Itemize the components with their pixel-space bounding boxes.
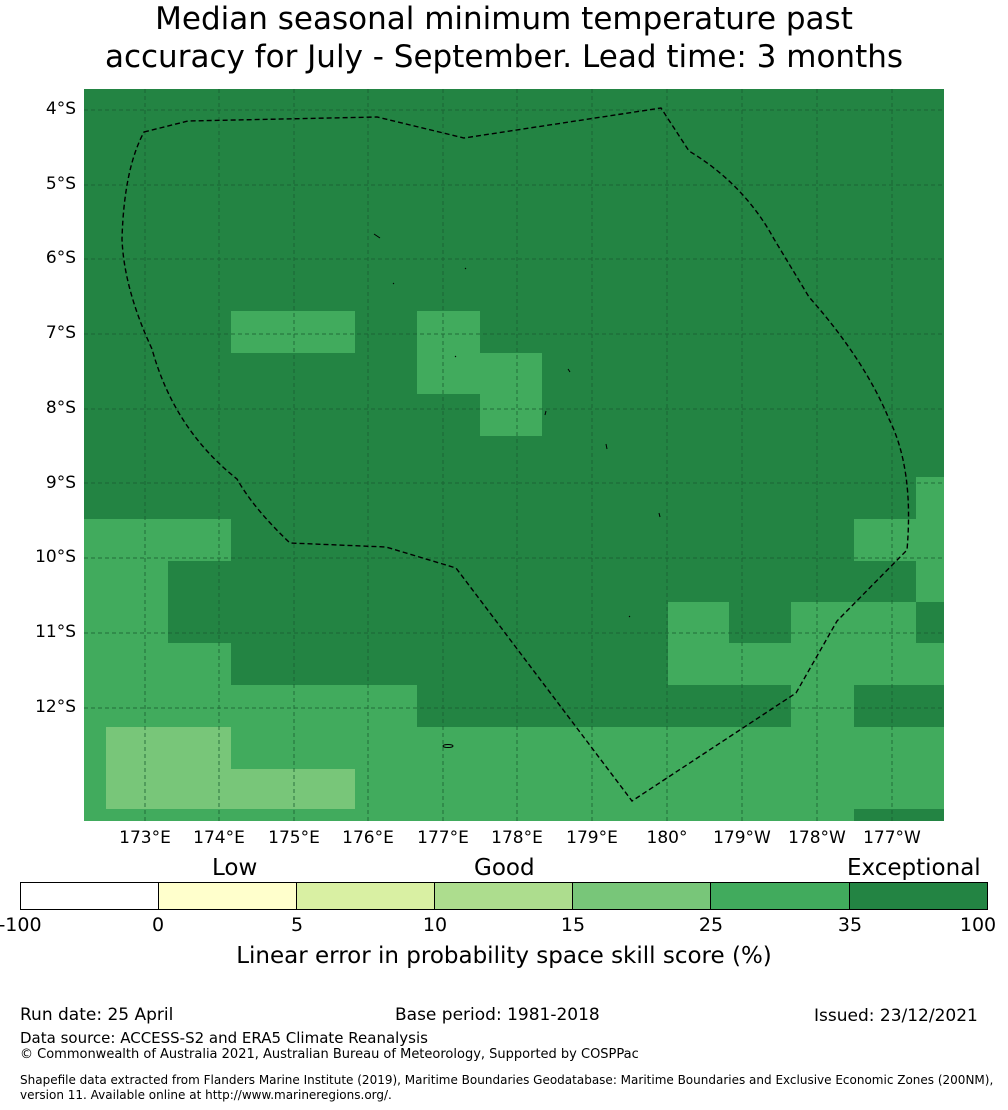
colorbar-seg-6 [850, 883, 987, 909]
data-source: Data source: ACCESS-S2 and ERA5 Climate … [20, 1029, 428, 1047]
colorbar-seg-5 [711, 883, 850, 909]
title-line-1: Median seasonal minimum temperature past [155, 1, 853, 37]
colorbar-tick-25: 25 [698, 914, 724, 936]
map-title: Median seasonal minimum temperature past… [0, 0, 1008, 76]
colorbar-seg-3 [435, 883, 573, 909]
lat-label-8s: 8°S [45, 398, 76, 418]
issued-date: Issued: 23/12/2021 [814, 1006, 978, 1026]
run-date: Run date: 25 April [20, 1005, 174, 1025]
colorbar-seg-1 [159, 883, 297, 909]
lon-label-176e: 176°E [342, 828, 394, 848]
lat-label-9s: 9°S [45, 473, 76, 493]
lon-label-178w: 178°W [788, 828, 846, 848]
lon-label-178e: 178°E [491, 828, 543, 848]
lon-label-174e: 174°E [193, 828, 245, 848]
skill-map-svg [84, 89, 944, 821]
moderate-skill-patches [106, 727, 355, 809]
graticule [84, 89, 944, 821]
islands [373, 233, 661, 748]
lon-label-177e: 177°E [417, 828, 469, 848]
copyright: © Commonwealth of Australia 2021, Austra… [20, 1047, 639, 1062]
colorbar-label: Linear error in probability space skill … [236, 943, 772, 969]
lat-label-7s: 7°S [45, 323, 76, 343]
lat-label-12s: 12°S [35, 697, 76, 717]
eez-boundary [121, 107, 910, 802]
colorbar-tick-35: 35 [837, 914, 863, 936]
shapefile-credit-line-2: version 11. Available online at http://w… [20, 1088, 392, 1102]
lon-label-179e: 179°E [566, 828, 618, 848]
lat-label-10s: 10°S [35, 547, 76, 567]
lon-label-175e: 175°E [268, 828, 320, 848]
shapefile-credit-line-1: Shapefile data extracted from Flanders M… [20, 1073, 994, 1087]
base-period: Base period: 1981-2018 [395, 1005, 600, 1025]
lat-label-5s: 5°S [45, 174, 76, 194]
colorbar [20, 882, 988, 910]
skill-map [84, 89, 944, 821]
category-low: Low [212, 855, 258, 881]
lon-label-173e: 173°E [119, 828, 171, 848]
colorbar-tick-10: 10 [422, 914, 448, 936]
category-good: Good [474, 855, 535, 881]
lon-label-180: 180° [646, 828, 688, 848]
colorbar-tick-15: 15 [560, 914, 586, 936]
lat-label-6s: 6°S [45, 248, 76, 268]
colorbar-seg-4 [573, 883, 711, 909]
colorbar-seg-2 [297, 883, 435, 909]
lat-label-4s: 4°S [45, 99, 76, 119]
colorbar-seg-0 [21, 883, 159, 909]
colorbar-tick-minus100: -100 [0, 914, 42, 936]
colorbar-tick-100: 100 [959, 914, 997, 936]
colorbar-tick-0: 0 [151, 914, 165, 936]
lon-label-177w: 177°W [863, 828, 921, 848]
lon-label-179w: 179°W [713, 828, 771, 848]
exceptional-patches [668, 602, 944, 821]
colorbar-tick-5: 5 [290, 914, 304, 936]
category-exceptional: Exceptional [847, 855, 981, 881]
lat-label-11s: 11°S [35, 622, 76, 642]
title-line-2: accuracy for July - September. Lead time… [104, 39, 904, 75]
